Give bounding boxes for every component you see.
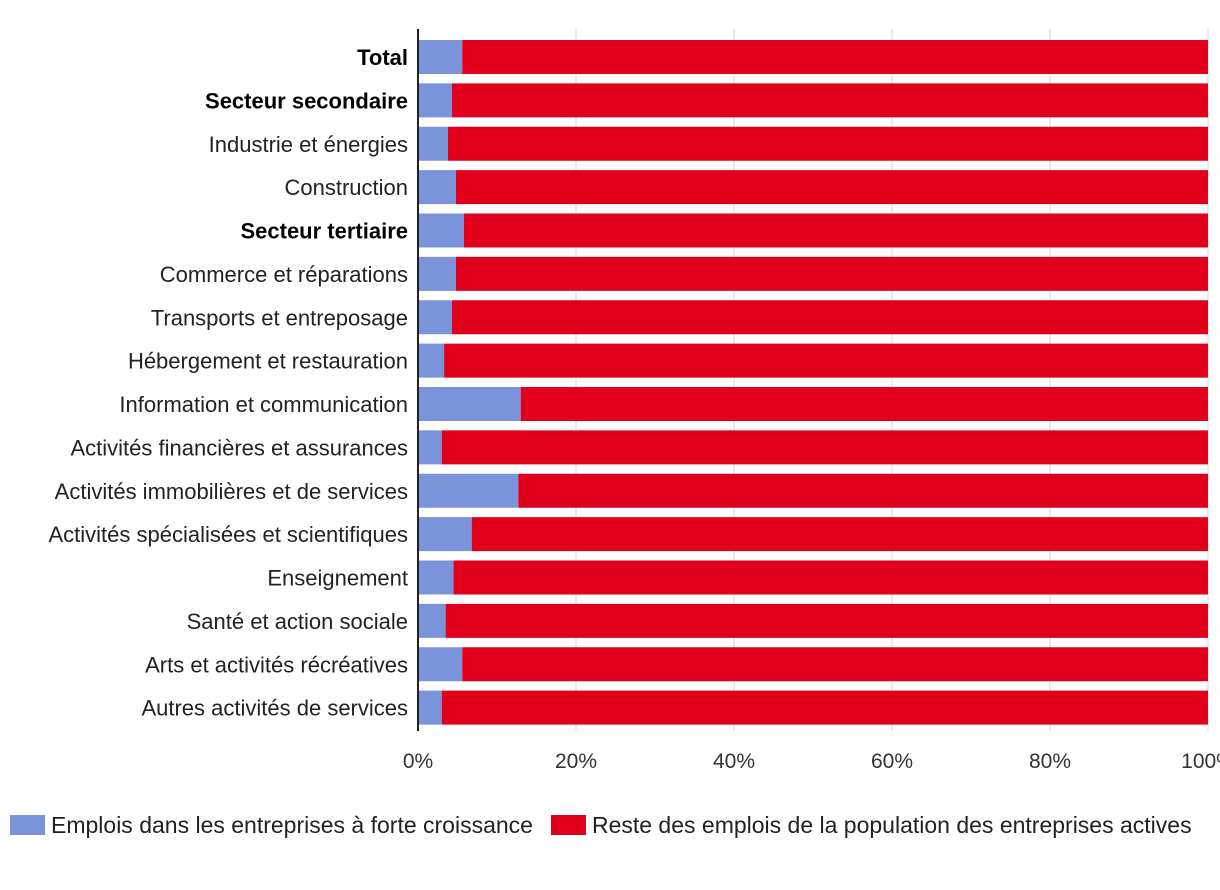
category-label-commerce-et-reparations: Commerce et réparations <box>160 262 408 287</box>
legend: Emplois dans les entreprises à forte cro… <box>10 808 1210 843</box>
legend-label-rest: Reste des emplois de la population des e… <box>591 812 1192 838</box>
category-label-autres-activites-de-services: Autres activités de services <box>141 696 408 721</box>
category-label-arts-et-activites-recreatives: Arts et activités récréatives <box>145 652 408 677</box>
bar-rest-construction <box>455 170 1208 205</box>
bar-rest-activites-immobilieres-et-de-services <box>518 473 1208 508</box>
bar-high-growth-industrie-et-energies <box>418 126 449 161</box>
x-tick-label: 60% <box>871 750 913 773</box>
x-tick-label: 40% <box>713 750 755 773</box>
legend-item-rest: Reste des emplois de la population des e… <box>550 812 1192 838</box>
legend-swatch-blue <box>10 815 45 835</box>
category-label-sante-et-action-sociale: Santé et action sociale <box>187 609 408 634</box>
bar-rest-arts-et-activites-recreatives <box>462 647 1208 682</box>
category-label-construction: Construction <box>284 175 408 200</box>
bar-rest-information-et-communication <box>520 387 1208 421</box>
category-label-activites-specialisees-et-scientifiques: Activités spécialisées et scientifiques <box>49 522 409 547</box>
bar-rest-commerce-et-reparations <box>455 256 1208 291</box>
bar-high-growth-activites-financieres-et-assurances <box>418 430 442 465</box>
stacked-bar-chart: 0% 20% 40% 60% 80% 100% Total Secteur secondair… <box>49 29 1220 773</box>
x-tick-label: 100% <box>1181 750 1220 773</box>
bar-rest-enseignement <box>453 560 1208 595</box>
bar-high-growth-activites-specialisees-et-scientifiques <box>418 517 472 552</box>
category-label-hebergement-et-restauration: Hébergement et restauration <box>128 349 408 374</box>
bar-high-growth-commerce-et-reparations <box>418 256 456 291</box>
bar-rest-sante-et-action-sociale <box>445 603 1208 638</box>
category-label-activites-immobilieres-et-de-services: Activités immobilières et de services <box>55 479 408 504</box>
legend-swatch-red <box>550 815 586 835</box>
bar-high-growth-enseignement <box>418 560 454 595</box>
bar-high-growth-autres-activites-de-services <box>418 690 442 725</box>
x-tick-label: 0% <box>403 750 433 773</box>
bar-rest-autres-activites-de-services <box>441 690 1208 725</box>
category-label-enseignement: Enseignement <box>267 566 408 591</box>
bar-high-growth-construction <box>418 170 456 205</box>
category-label-secteur-tertiaire: Secteur tertiaire <box>240 219 408 244</box>
legend-item-high-growth: Emplois dans les entreprises à forte cro… <box>10 812 533 838</box>
category-label-industrie-et-energies: Industrie et énergies <box>209 132 408 157</box>
bar-rest-hebergement-et-restauration <box>444 343 1208 378</box>
x-tick-label: 20% <box>555 750 597 773</box>
bar-rest-activites-financieres-et-assurances <box>441 430 1208 465</box>
bar-rest-transports-et-entreposage <box>451 300 1209 335</box>
bar-high-growth-secteur-tertiaire <box>418 213 464 248</box>
category-label-transports-et-entreposage: Transports et entreposage <box>151 305 408 330</box>
category-label-information-et-communication: Information et communication <box>119 392 408 417</box>
bar-high-growth-information-et-communication <box>418 387 521 421</box>
category-label-total: Total <box>357 45 408 70</box>
bar-high-growth-activites-immobilieres-et-de-services <box>418 473 519 508</box>
legend-label-high-growth: Emplois dans les entreprises à forte cro… <box>51 812 533 838</box>
bar-high-growth-sante-et-action-sociale <box>418 603 446 638</box>
x-tick-label: 80% <box>1029 750 1071 773</box>
bar-high-growth-total <box>418 40 463 74</box>
bar-rest-secteur-tertiaire <box>463 213 1208 248</box>
category-label-activites-financieres-et-assurances: Activités financières et assurances <box>71 435 409 460</box>
bar-high-growth-arts-et-activites-recreatives <box>418 647 463 682</box>
category-label-secteur-secondaire: Secteur secondaire <box>205 88 408 113</box>
bar-rest-activites-specialisees-et-scientifiques <box>471 517 1209 552</box>
bar-rest-industrie-et-energies <box>448 126 1208 161</box>
bar-high-growth-hebergement-et-restauration <box>418 343 445 378</box>
bar-high-growth-transports-et-entreposage <box>418 300 452 335</box>
bar-high-growth-secteur-secondaire <box>418 83 452 118</box>
bar-rest-secteur-secondaire <box>451 83 1209 118</box>
bar-rest-total <box>462 40 1208 74</box>
